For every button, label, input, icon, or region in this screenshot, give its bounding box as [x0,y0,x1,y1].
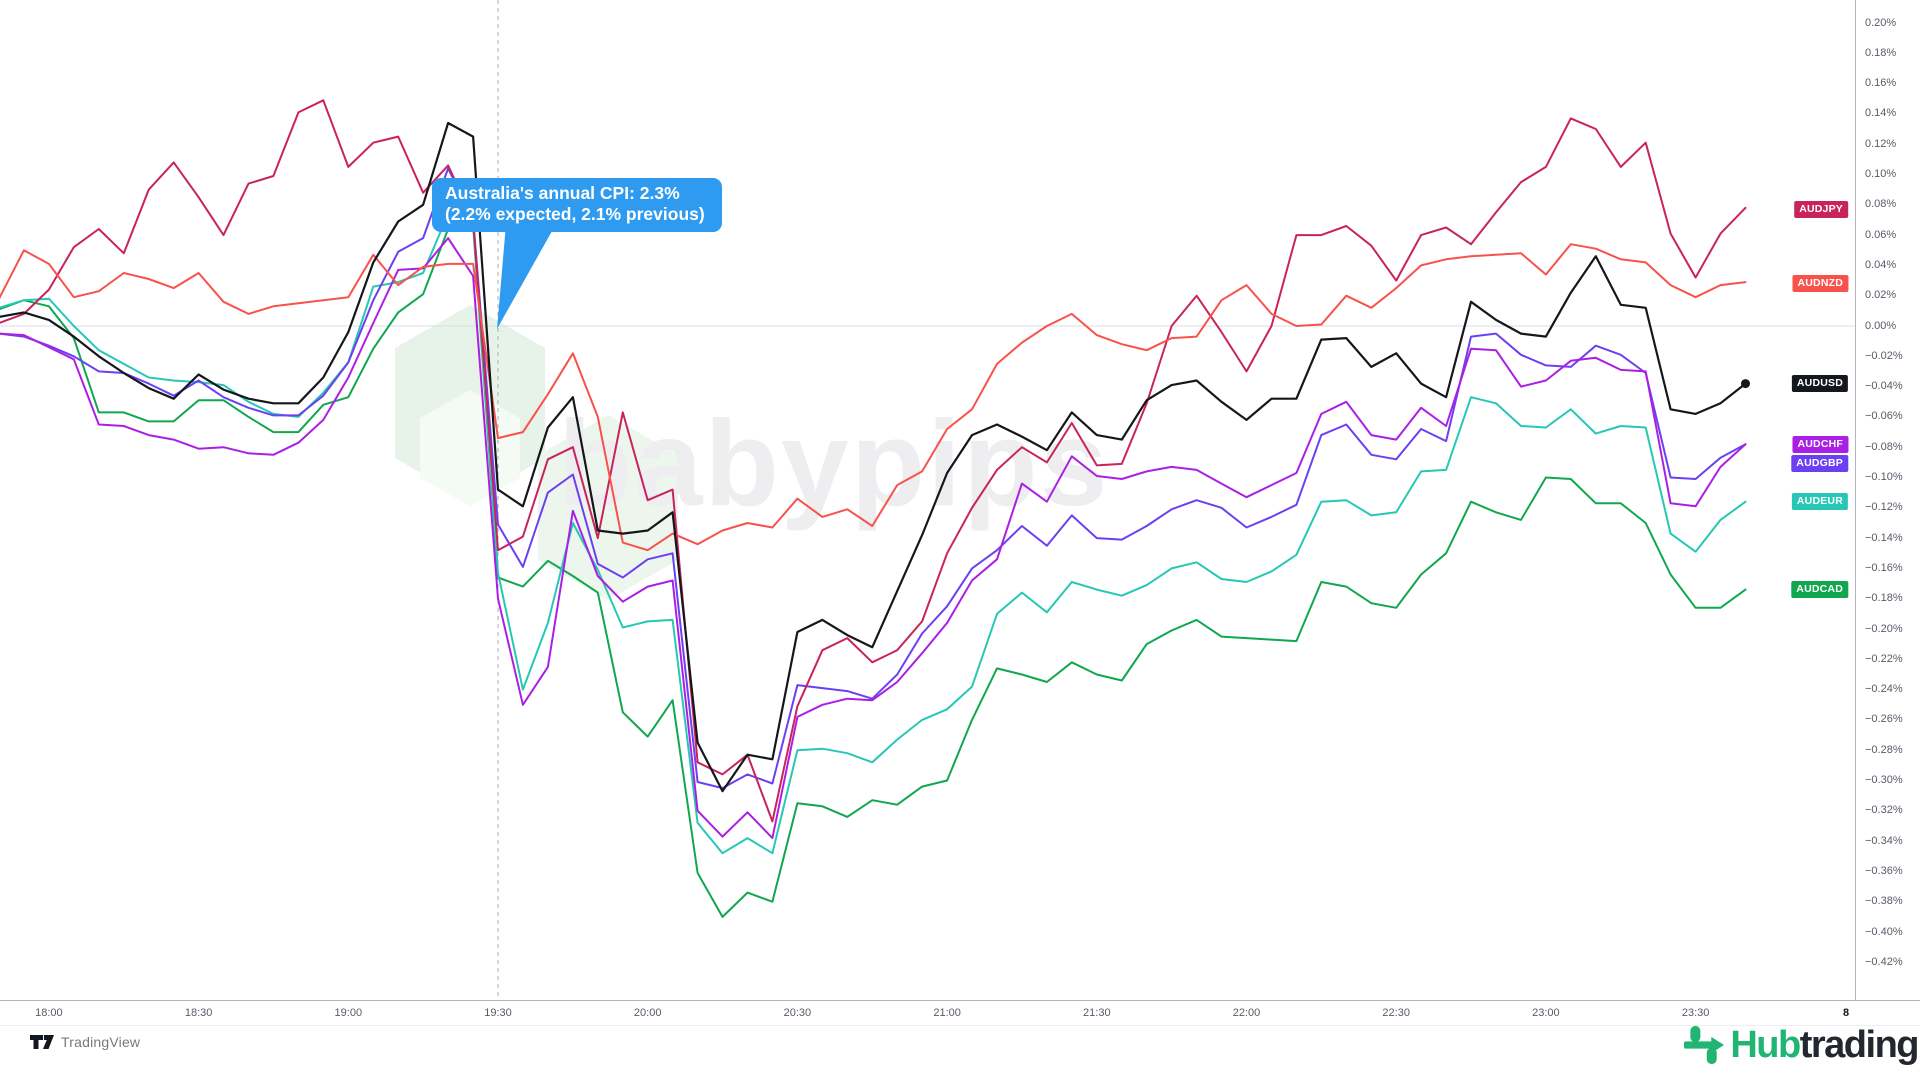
price-tick-label: −0.38% [1865,895,1903,908]
price-tick-label: 0.10% [1865,168,1897,180]
callout-tail [497,224,556,329]
babypips-watermark-text: babypips [558,395,1110,531]
price-tick-label: −0.36% [1865,864,1903,877]
price-tick-label: −0.24% [1865,683,1903,696]
last-price-dot-AUDUSD [1741,379,1750,389]
hubtrading-wordmark: Hubtrading [1730,1024,1920,1066]
price-tick-label: −0.30% [1865,774,1903,786]
price-tick-label: −0.06% [1865,410,1903,423]
cpi-callout-line2: (2.2% expected, 2.1% previous) [445,204,705,224]
time-tick-label: 18:00 [35,1007,63,1019]
price-tick-label: −0.04% [1865,380,1903,393]
price-tick-label: −0.12% [1865,501,1903,514]
pair-tag-AUDNZD: AUDNZD [1792,275,1848,293]
price-tick-label: −0.34% [1865,834,1903,847]
hub-word-dark: trading [1799,1024,1920,1066]
series-line-AUDCHF [0,237,1747,840]
time-tick-label: 23:30 [1681,1007,1710,1019]
time-tick-label: 19:30 [484,1007,512,1019]
time-tick-label: 22:00 [1232,1007,1261,1019]
time-tick-label: 21:30 [1083,1007,1111,1019]
babypips-watermark: babypips [395,305,1110,600]
time-tick-label: 19:00 [334,1007,363,1019]
price-tick-label: 0.04% [1865,258,1897,271]
hubtrading-logo: Hubtrading [1684,1024,1920,1066]
price-axis[interactable]: 0.20% 0.18% 0.16% 0.14% 0.12% 0.10% 0.08% 0.06%… [1855,0,1920,1000]
price-tick-label: −0.18% [1865,592,1903,605]
price-tick-label: −0.08% [1865,440,1903,453]
price-tick-label: −0.28% [1865,743,1903,756]
price-tick-label: −0.42% [1865,955,1903,968]
tradingview-label: TradingView [61,1034,141,1050]
series-line-AUDNZD [0,243,1747,552]
time-tick-label: 18:30 [184,1007,213,1019]
hub-word-green: Hub [1730,1024,1801,1066]
price-tick-label: 0.02% [1865,289,1897,302]
pair-tag-AUDCAD: AUDCAD [1791,581,1848,599]
hubtrading-icon [1684,1025,1725,1065]
price-tick-label: −0.02% [1865,349,1903,362]
price-tick-label: −0.40% [1865,925,1903,938]
price-tick-label: −0.10% [1865,471,1903,483]
cpi-callout-bubble[interactable]: Australia's annual CPI: 2.3% (2.2% expec… [432,178,722,232]
time-axis[interactable]: 18:00 18:30 19:00 19:30 20:00 20:30 21:00 21:30… [0,1000,1920,1026]
pair-tag-AUDCHF: AUDCHF [1792,436,1848,454]
time-tick-label: 20:00 [633,1007,662,1019]
time-tick-label: 23:00 [1532,1007,1560,1019]
price-tick-label: 0.00% [1865,319,1897,332]
price-tick-label: −0.14% [1865,531,1903,544]
price-tick-label: 0.14% [1865,107,1897,120]
price-tick-label: −0.20% [1865,622,1903,635]
price-tick-label: 0.08% [1865,198,1897,211]
tradingview-mark-icon [30,1035,54,1049]
pair-tag-AUDJPY: AUDJPY [1794,200,1848,218]
price-tick-label: 0.06% [1865,228,1897,241]
footer-bar: TradingView Hubtrading [0,1024,1920,1066]
cpi-callout-line1: Australia's annual CPI: 2.3% [445,183,680,203]
date-change-marker: 8 [1842,1007,1850,1019]
price-tick-label: −0.16% [1865,561,1903,574]
pair-tag-AUDGBP: AUDGBP [1791,454,1848,472]
price-tick-label: −0.22% [1865,652,1903,665]
pair-tag-AUDEUR: AUDEUR [1791,493,1848,511]
series-line-AUDCAD [0,223,1747,918]
series-line-AUDUSD [0,121,1747,793]
series-line-AUDGBP [0,167,1747,790]
time-tick-label: 21:00 [933,1007,961,1019]
series-line-AUDJPY [0,99,1747,823]
price-tick-label: 0.18% [1865,46,1897,59]
tradingview-logo[interactable]: TradingView [30,1034,140,1050]
price-tick-label: −0.26% [1865,713,1903,726]
price-tick-label: −0.32% [1865,804,1903,817]
time-tick-label: 22:30 [1382,1007,1410,1019]
price-tick-label: 0.12% [1865,137,1897,150]
time-tick-label: 20:30 [783,1007,812,1019]
price-tick-label: 0.16% [1865,77,1897,90]
pair-tag-AUDUSD: AUDUSD [1791,375,1848,393]
babypips-hexagon-icon-2 [538,415,678,600]
price-tick-label: 0.20% [1865,16,1897,29]
